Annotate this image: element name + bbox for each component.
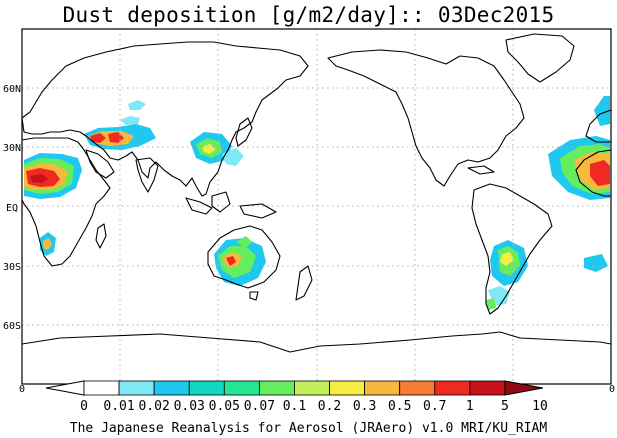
footer-caption: The Japanese Reanalysis for Aerosol (JRA… [69, 421, 548, 436]
colorbar-right-arrow [504, 380, 544, 396]
colorbar-label: 0.05 [209, 399, 240, 414]
japan-coast [235, 117, 253, 147]
borneo-coast [211, 191, 231, 213]
lat-label-30n: 30N [3, 143, 21, 154]
dust-shading [24, 96, 610, 310]
colorbar-box [223, 380, 260, 396]
colorbar-box [258, 380, 295, 396]
lat-label-30s: 30S [3, 262, 21, 273]
graticule [21, 29, 612, 384]
colorbar-box [294, 380, 330, 396]
colorbar-label: 0.07 [244, 399, 275, 414]
north-america-coast [327, 49, 525, 187]
colorbar-left-arrow [45, 380, 85, 396]
world-map: 60N 30N EQ 30S 60S [3, 28, 615, 414]
colorbar-label: 0.7 [423, 399, 446, 414]
new-guinea-coast [239, 203, 277, 219]
map-title: Dust deposition [g/m2/day]:: 03Dec2015 [62, 3, 555, 27]
coastlines [21, 33, 612, 353]
madagascar-coast [95, 223, 107, 249]
eurasia-coast [21, 41, 309, 197]
africa-coast [21, 137, 111, 267]
colorbar-box [399, 380, 436, 396]
colorbar-label: 0.5 [388, 399, 411, 414]
colorbar-box [153, 380, 190, 396]
colorbar-box [188, 380, 225, 396]
colorbar-label: 0.1 [283, 399, 306, 414]
caribbean-coast [467, 165, 495, 175]
indonesia-coast [185, 197, 213, 215]
colorbar-box [434, 380, 471, 396]
europe-east-edge-coast [585, 109, 612, 143]
new-zealand-coast [295, 265, 313, 301]
lat-label-eq: EQ [6, 203, 18, 214]
colorbar: 0 0.01 0.02 0.03 0.05 0.07 0.1 0.2 0.3 0.5 0.7 1 5 10 [45, 380, 548, 414]
colorbar-box [118, 380, 155, 396]
colorbar-label: 10 [532, 399, 548, 414]
colorbar-label: 0.3 [353, 399, 376, 414]
colorbar-box [329, 380, 366, 396]
lat-label-60n: 60N [3, 84, 21, 95]
antarctica-coast [21, 331, 612, 353]
greenland-coast [505, 33, 575, 83]
colorbar-left-end-label: 0 [19, 384, 25, 395]
arabia-coast [85, 149, 115, 179]
colorbar-label: 0.01 [103, 399, 134, 414]
colorbar-right-end-label: 0 [609, 384, 615, 395]
colorbar-label: 0 [80, 399, 88, 414]
india-coast [135, 157, 159, 193]
colorbar-label: 5 [501, 399, 509, 414]
australia-coast [207, 225, 281, 289]
tasmania-coast [249, 291, 259, 301]
lat-label-60s: 60S [3, 321, 21, 332]
south-america-coast [471, 183, 553, 315]
colorbar-box [469, 380, 506, 396]
west-africa-east-edge-coast [575, 149, 612, 197]
colorbar-label: 0.03 [174, 399, 205, 414]
colorbar-label: 0.02 [138, 399, 169, 414]
colorbar-box [364, 380, 401, 396]
colorbar-box [83, 380, 120, 396]
colorbar-label: 0.2 [318, 399, 341, 414]
colorbar-label: 1 [466, 399, 474, 414]
